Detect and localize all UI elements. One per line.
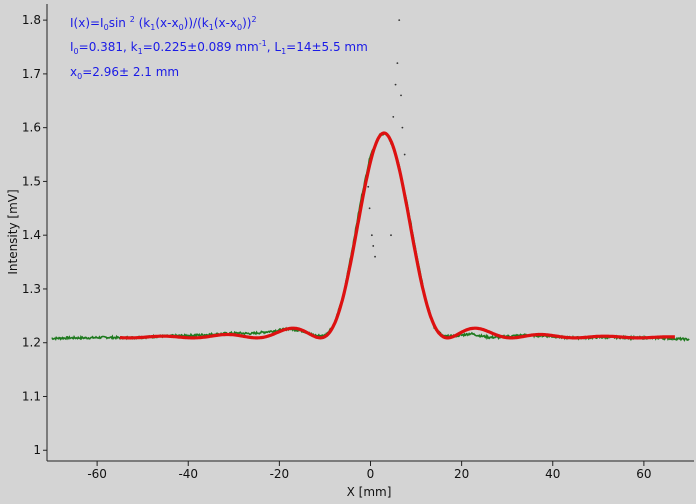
x-tick-label: -40 xyxy=(178,467,198,481)
y-tick-label: 1.8 xyxy=(22,13,41,27)
fit-series xyxy=(119,131,676,340)
outlier-point xyxy=(372,245,375,247)
y-tick-label: 1 xyxy=(33,443,41,457)
outlier-point xyxy=(403,153,406,156)
x-axis-ticks: -60 -40 -20 0 20 40 60 xyxy=(87,461,652,481)
x-tick-label: -60 xyxy=(87,467,107,481)
fit-line xyxy=(119,131,676,340)
outlier-point xyxy=(370,234,373,237)
outlier-points xyxy=(367,19,406,258)
params-annotation-1: I0=0.381, k1=0.225±0.089 mm-1, L1=14±5.5… xyxy=(70,39,368,56)
x-tick-label: 60 xyxy=(636,467,651,481)
y-tick-label: 1.2 xyxy=(22,336,41,350)
y-tick-label: 1.6 xyxy=(22,121,41,135)
outlier-point xyxy=(398,19,401,22)
y-tick-label: 1.3 xyxy=(22,282,41,296)
x-tick-label: -20 xyxy=(270,467,290,481)
outlier-point xyxy=(392,116,395,118)
outlier-point xyxy=(374,255,376,258)
y-tick-label: 1.7 xyxy=(22,67,41,81)
outlier-point xyxy=(401,126,404,129)
params-annotation-2: x0=2.96± 2.1 mm xyxy=(70,65,179,81)
outlier-point xyxy=(390,234,392,237)
outlier-point xyxy=(400,94,402,97)
y-tick-label: 1.4 xyxy=(22,228,41,242)
outlier-point xyxy=(368,207,371,210)
x-axis-label: X [mm] xyxy=(347,485,392,499)
formula-annotation: I(x)=I0sin 2 (k1(x-x0))/(k1(x-x0))2 xyxy=(70,15,257,32)
x-tick-label: 0 xyxy=(367,467,375,481)
x-tick-label: 20 xyxy=(454,467,469,481)
y-tick-label: 1.1 xyxy=(22,389,41,403)
outlier-point xyxy=(396,62,399,65)
outlier-point xyxy=(394,83,397,86)
plot-area xyxy=(47,4,694,461)
outlier-point xyxy=(367,185,370,188)
y-axis-ticks: 1 1.1 1.2 1.3 1.4 1.5 1.6 1.7 1.8 xyxy=(22,13,47,457)
y-tick-label: 1.5 xyxy=(22,174,41,188)
y-axis-label: Intensity [mV] xyxy=(6,189,20,274)
x-tick-label: 40 xyxy=(545,467,560,481)
